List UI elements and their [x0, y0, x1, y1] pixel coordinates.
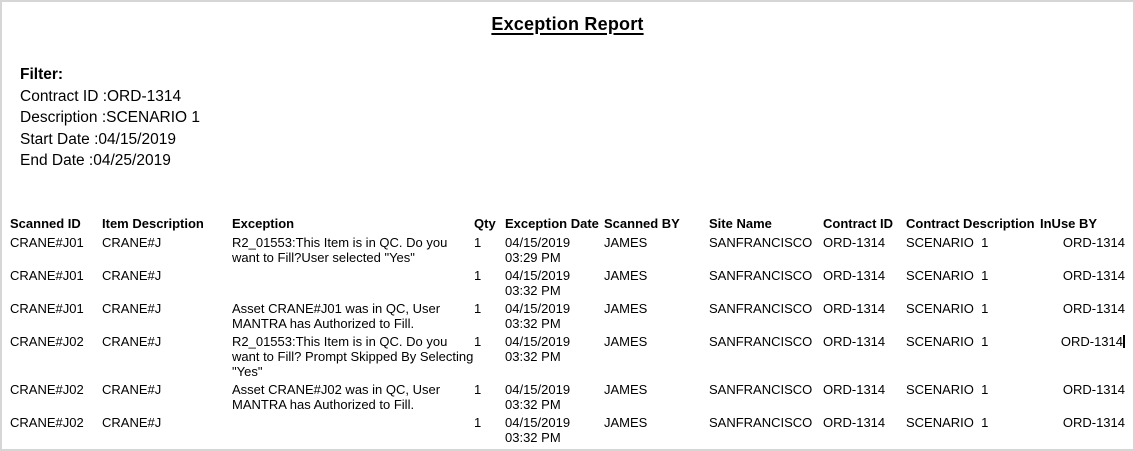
cell-item_description: CRANE#J	[102, 300, 162, 316]
column-header-exception: Exception	[232, 215, 295, 231]
cell-exception: Asset CRANE#J02 was in QC, User MANTRA h…	[232, 381, 444, 412]
cell-contract_description: SCENARIO 1	[906, 414, 989, 430]
cell-scanned_by: JAMES	[604, 300, 648, 316]
cell-qty: 1	[474, 300, 482, 316]
cell-site_name: SANFRANCISCO	[709, 300, 813, 316]
cell-qty: 1	[474, 381, 482, 397]
table-row: CRANE#J01 CRANE#J Asset CRANE#J01 was in Q…	[10, 301, 1125, 334]
cell-inuse_by: ORD-1314	[1062, 381, 1125, 397]
cell-contract_id: ORD-1314	[823, 414, 886, 430]
cell-exception_date: 04/15/2019 03:32 PM	[505, 381, 571, 412]
text-cursor	[1123, 334, 1125, 348]
column-header-exception_date: Exception Date	[505, 215, 599, 231]
cell-exception: R2_01553:This Item is in QC. Do you want…	[232, 234, 451, 265]
cell-exception: R2_01553:This Item is in QC. Do you want…	[232, 333, 485, 379]
cell-contract_description: SCENARIO 1	[906, 267, 989, 283]
cell-exception_date: 04/15/2019 03:32 PM	[505, 414, 571, 445]
table-row: CRANE#J02 CRANE#J R2_01553:This Item is in…	[10, 334, 1125, 382]
table-row: CRANE#J02 CRANE#J 1 04/15/2019 03:32 PM JAME…	[10, 415, 1125, 448]
cell-inuse_by: ORD-1314	[1062, 267, 1125, 283]
column-header-scanned_by: Scanned BY	[604, 215, 680, 231]
cell-qty: 1	[474, 333, 482, 349]
cell-site_name: SANFRANCISCO	[709, 267, 813, 283]
cell-site_name: SANFRANCISCO	[709, 381, 813, 397]
cell-qty: 1	[474, 234, 482, 250]
column-header-item_description: Item Description	[102, 215, 204, 231]
table-row: CRANE#J01 CRANE#J 1 04/15/2019 03:32 PM JAME…	[10, 268, 1125, 301]
filter-line-description: Description :SCENARIO 1	[20, 109, 201, 126]
column-header-scanned_id: Scanned ID	[10, 215, 81, 231]
exception-table: Scanned ID Item Description Exception Qty Ex…	[10, 216, 1125, 448]
cell-site_name: SANFRANCISCO	[709, 333, 813, 349]
cell-scanned_by: JAMES	[604, 333, 648, 349]
cell-exception	[232, 268, 474, 301]
cell-item_description: CRANE#J	[102, 267, 162, 283]
column-header-contract_description: Contract Description	[906, 215, 1035, 231]
filter-line-start-date: Start Date :04/15/2019	[20, 130, 176, 148]
cell-scanned_id: CRANE#J01	[10, 267, 84, 283]
cell-contract_id: ORD-1314	[823, 381, 886, 397]
cell-contract_description: SCENARIO 1	[906, 381, 989, 397]
column-header-contract_id: Contract ID	[823, 215, 894, 231]
cell-scanned_by: JAMES	[604, 234, 648, 250]
cell-scanned_id: CRANE#J02	[10, 333, 84, 349]
column-header-site_name: Site Name	[709, 215, 772, 231]
cell-contract_id: ORD-1314	[823, 300, 886, 316]
cell-item_description: CRANE#J	[102, 414, 162, 430]
cell-exception_date: 04/15/2019 03:32 PM	[505, 267, 571, 298]
cell-exception	[232, 415, 474, 448]
cell-inuse_by: ORD-1314	[1062, 300, 1125, 316]
cell-item_description: CRANE#J	[102, 381, 162, 397]
cell-inuse_by: ORD-1314	[1062, 414, 1125, 430]
filter-line-end-date: End Date :04/25/2019	[20, 152, 171, 169]
cell-scanned_by: JAMES	[604, 414, 648, 430]
cell-contract_description: SCENARIO 1	[906, 300, 989, 316]
cell-scanned_id: CRANE#J01	[10, 234, 84, 250]
cell-item_description: CRANE#J	[102, 333, 162, 349]
cell-exception_date: 04/15/2019 03:29 PM	[505, 234, 571, 265]
cell-qty: 1	[474, 414, 482, 430]
cell-contract_description: SCENARIO 1	[906, 234, 989, 250]
cell-scanned_id: CRANE#J02	[10, 414, 84, 430]
table-header-row: Scanned ID Item Description Exception Qty Ex…	[10, 216, 1125, 235]
cell-site_name: SANFRANCISCO	[709, 234, 813, 250]
cell-site_name: SANFRANCISCO	[709, 414, 813, 430]
cell-contract_id: ORD-1314	[823, 333, 886, 349]
cell-scanned_by: JAMES	[604, 381, 648, 397]
filter-section: Filter: Contract ID :ORD-1314 Descriptio…	[20, 64, 1133, 172]
cell-exception_date: 04/15/2019 03:32 PM	[505, 333, 571, 364]
cell-contract_description: SCENARIO 1	[906, 333, 989, 349]
table-row: CRANE#J01 CRANE#J R2_01553:This Item is in…	[10, 235, 1125, 268]
table-row: CRANE#J02 CRANE#J Asset CRANE#J02 was in Q…	[10, 382, 1125, 415]
column-header-qty: Qty	[474, 215, 496, 231]
cell-item_description: CRANE#J	[102, 234, 162, 250]
cell-contract_id: ORD-1314	[823, 267, 886, 283]
cell-contract_id: ORD-1314	[823, 234, 886, 250]
cell-scanned_by: JAMES	[604, 267, 648, 283]
filter-line-contract-id: Contract ID :ORD-1314	[20, 87, 182, 105]
cell-exception: Asset CRANE#J01 was in QC, User MANTRA h…	[232, 300, 444, 331]
report-title: Exception Report	[491, 14, 644, 34]
column-header-inuse_by: InUse BY	[1040, 215, 1098, 231]
cell-scanned_id: CRANE#J01	[10, 300, 84, 316]
cell-qty: 1	[474, 267, 482, 283]
filter-heading: Filter:	[20, 66, 64, 83]
cell-scanned_id: CRANE#J02	[10, 381, 84, 397]
cell-inuse_by: ORD-1314	[1062, 234, 1125, 250]
cell-inuse_by: ORD-1314	[1060, 333, 1125, 349]
cell-exception_date: 04/15/2019 03:32 PM	[505, 300, 571, 331]
